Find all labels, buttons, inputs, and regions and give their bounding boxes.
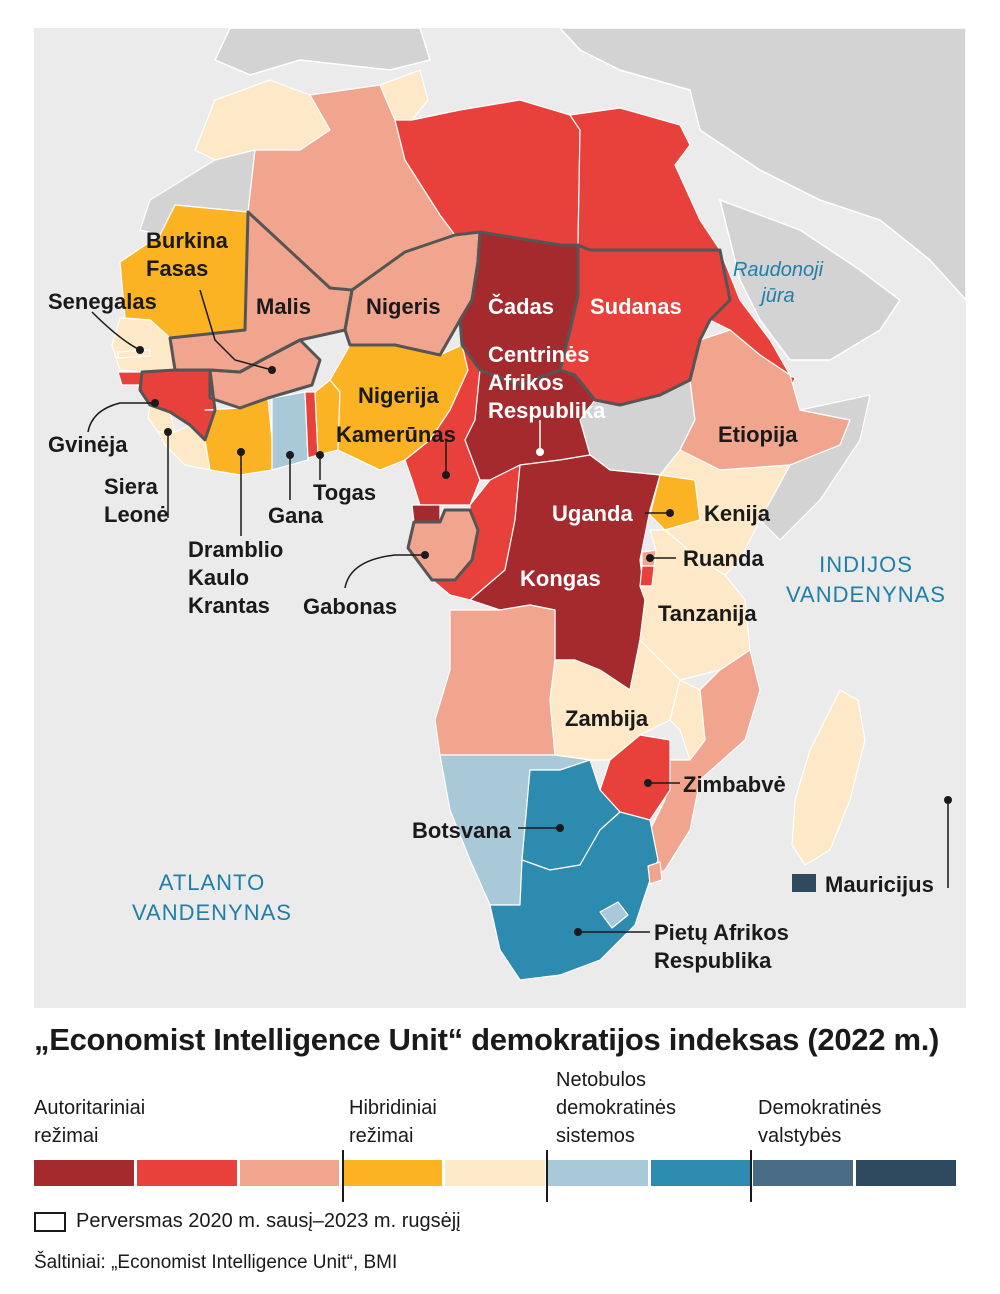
legend-category-authoritarian: Autoritariniai režimai — [34, 1097, 146, 1147]
surrounding-land — [213, 27, 967, 361]
label-zambia: Zambija — [565, 706, 649, 731]
legend-title: „Economist Intelligence Unit“ demokratij… — [34, 1022, 940, 1057]
label-sierra-leone: Siera Leonė — [104, 474, 169, 527]
label-line: jūra — [758, 285, 794, 307]
label-tanzania: Tanzanija — [658, 601, 757, 626]
label-line: Siera — [104, 474, 159, 499]
country-eswatini — [647, 861, 663, 885]
label-rwanda: Ruanda — [683, 546, 764, 571]
label-nigeria: Nigerija — [358, 383, 439, 408]
scale-swatch-hybrid-light — [445, 1160, 545, 1186]
coup-outline-guinea — [138, 368, 217, 442]
scale-swatch-democracy — [753, 1160, 854, 1186]
source-note: Šaltiniai: „Economist Intelligence Unit“… — [34, 1252, 398, 1273]
scale-swatch-democracy-dark — [856, 1160, 957, 1186]
label-cameroon: Kamerūnas — [336, 422, 456, 447]
label-line: Dramblio — [188, 537, 283, 562]
legend-category-flawed-democracy: Netobulos demokratinės sistemos — [556, 1069, 677, 1147]
label-guinea: Gvinėja — [48, 432, 128, 457]
coup-outline-swatch — [34, 1211, 66, 1232]
label-line: Centrinės — [488, 342, 589, 367]
label-niger: Nigeris — [366, 294, 441, 319]
label-ivory-coast: Dramblio Kaulo Krantas — [188, 537, 283, 618]
label-mali: Malis — [256, 294, 311, 319]
scale-swatch-authoritarian-dark — [34, 1160, 134, 1186]
country-equatorial-guinea — [411, 504, 441, 523]
label-ethiopia: Etiopija — [718, 422, 798, 447]
label-south-africa: Pietų Afrikos Respublika — [654, 920, 789, 973]
scale-swatch-flawed — [650, 1160, 751, 1186]
leader-lines — [87, 289, 952, 936]
coup-outline-burkina — [208, 338, 322, 410]
country-south-africa — [489, 811, 659, 981]
label-togo: Togas — [313, 480, 376, 505]
africa-map: Senegalas Burkina Fasas Malis Nigeris Čad… — [34, 27, 967, 1008]
label-line: VANDENYNAS — [786, 582, 946, 607]
label-car: Centrinės Afrikos Respublika — [488, 342, 606, 423]
label-drc: Kongas — [520, 566, 601, 591]
legend-color-scale — [34, 1160, 957, 1186]
label-line: Fasas — [146, 256, 208, 281]
label-botswana: Botsvana — [412, 818, 512, 843]
label-kenya: Kenija — [704, 501, 771, 526]
legend-category-hybrid: Hibridiniai režimai — [349, 1097, 437, 1147]
label-atlantic-ocean: ATLANTO VANDENYNAS — [132, 870, 292, 925]
scale-swatch-authoritarian-light — [239, 1160, 340, 1186]
scale-swatch-hybrid — [342, 1160, 443, 1186]
label-line: VANDENYNAS — [132, 900, 292, 925]
label-gabon: Gabonas — [303, 594, 397, 619]
coup-outlines — [138, 210, 732, 582]
label-mauritius: Mauricijus — [825, 872, 934, 897]
scale-swatch-authoritarian — [136, 1160, 237, 1186]
label-line: Afrikos — [488, 370, 564, 395]
legend-coup: Perversmas 2020 m. sausį–2023 m. rugsėjį — [34, 1210, 461, 1233]
label-ghana: Gana — [268, 503, 324, 528]
legend-category-full-democracy: Demokratinės valstybės — [758, 1097, 882, 1147]
label-chad: Čadas — [488, 294, 554, 319]
country-egypt — [569, 107, 721, 251]
country-gambia — [117, 349, 151, 359]
label-sudan: Sudanas — [590, 294, 682, 319]
coup-label: Perversmas 2020 m. sausį–2023 m. rugsėjį — [76, 1210, 461, 1232]
label-line: INDIJOS — [819, 552, 913, 577]
label-line: Kaulo — [188, 565, 249, 590]
country-lesotho — [599, 901, 629, 929]
country-madagascar — [791, 689, 866, 866]
country-labels: Senegalas Burkina Fasas Malis Nigeris Čad… — [48, 228, 934, 973]
mauritius-marker — [792, 874, 816, 892]
label-red-sea: Raudonoji jūra — [733, 259, 824, 307]
label-line: Burkina — [146, 228, 229, 253]
scale-divider — [750, 1150, 752, 1202]
scale-divider — [546, 1150, 548, 1202]
country-tunisia — [379, 69, 429, 121]
label-line: Pietų Afrikos — [654, 920, 789, 945]
label-zimbabwe: Zimbabvė — [683, 772, 786, 797]
scale-divider — [342, 1150, 344, 1202]
label-line: Respublika — [654, 948, 772, 973]
label-line: Leonė — [104, 502, 169, 527]
label-line: ATLANTO — [159, 870, 265, 895]
country-somalia — [759, 394, 871, 541]
label-burkina-faso: Burkina Fasas — [146, 228, 229, 281]
scale-swatch-flawed-light — [547, 1160, 648, 1186]
label-indian-ocean: INDIJOS VANDENYNAS — [786, 552, 946, 607]
coup-outline-sudan — [558, 243, 732, 407]
label-line: Respublika — [488, 398, 606, 423]
label-line: Raudonoji — [733, 259, 824, 281]
label-senegal: Senegalas — [48, 289, 157, 314]
country-angola — [434, 604, 556, 756]
coup-outline-gabon — [406, 508, 480, 582]
sea-labels: Raudonoji jūra INDIJOS VANDENYNAS ATLANTO V… — [132, 259, 946, 925]
label-uganda: Uganda — [552, 501, 633, 526]
label-line: Krantas — [188, 593, 270, 618]
countries-layer — [111, 69, 871, 981]
